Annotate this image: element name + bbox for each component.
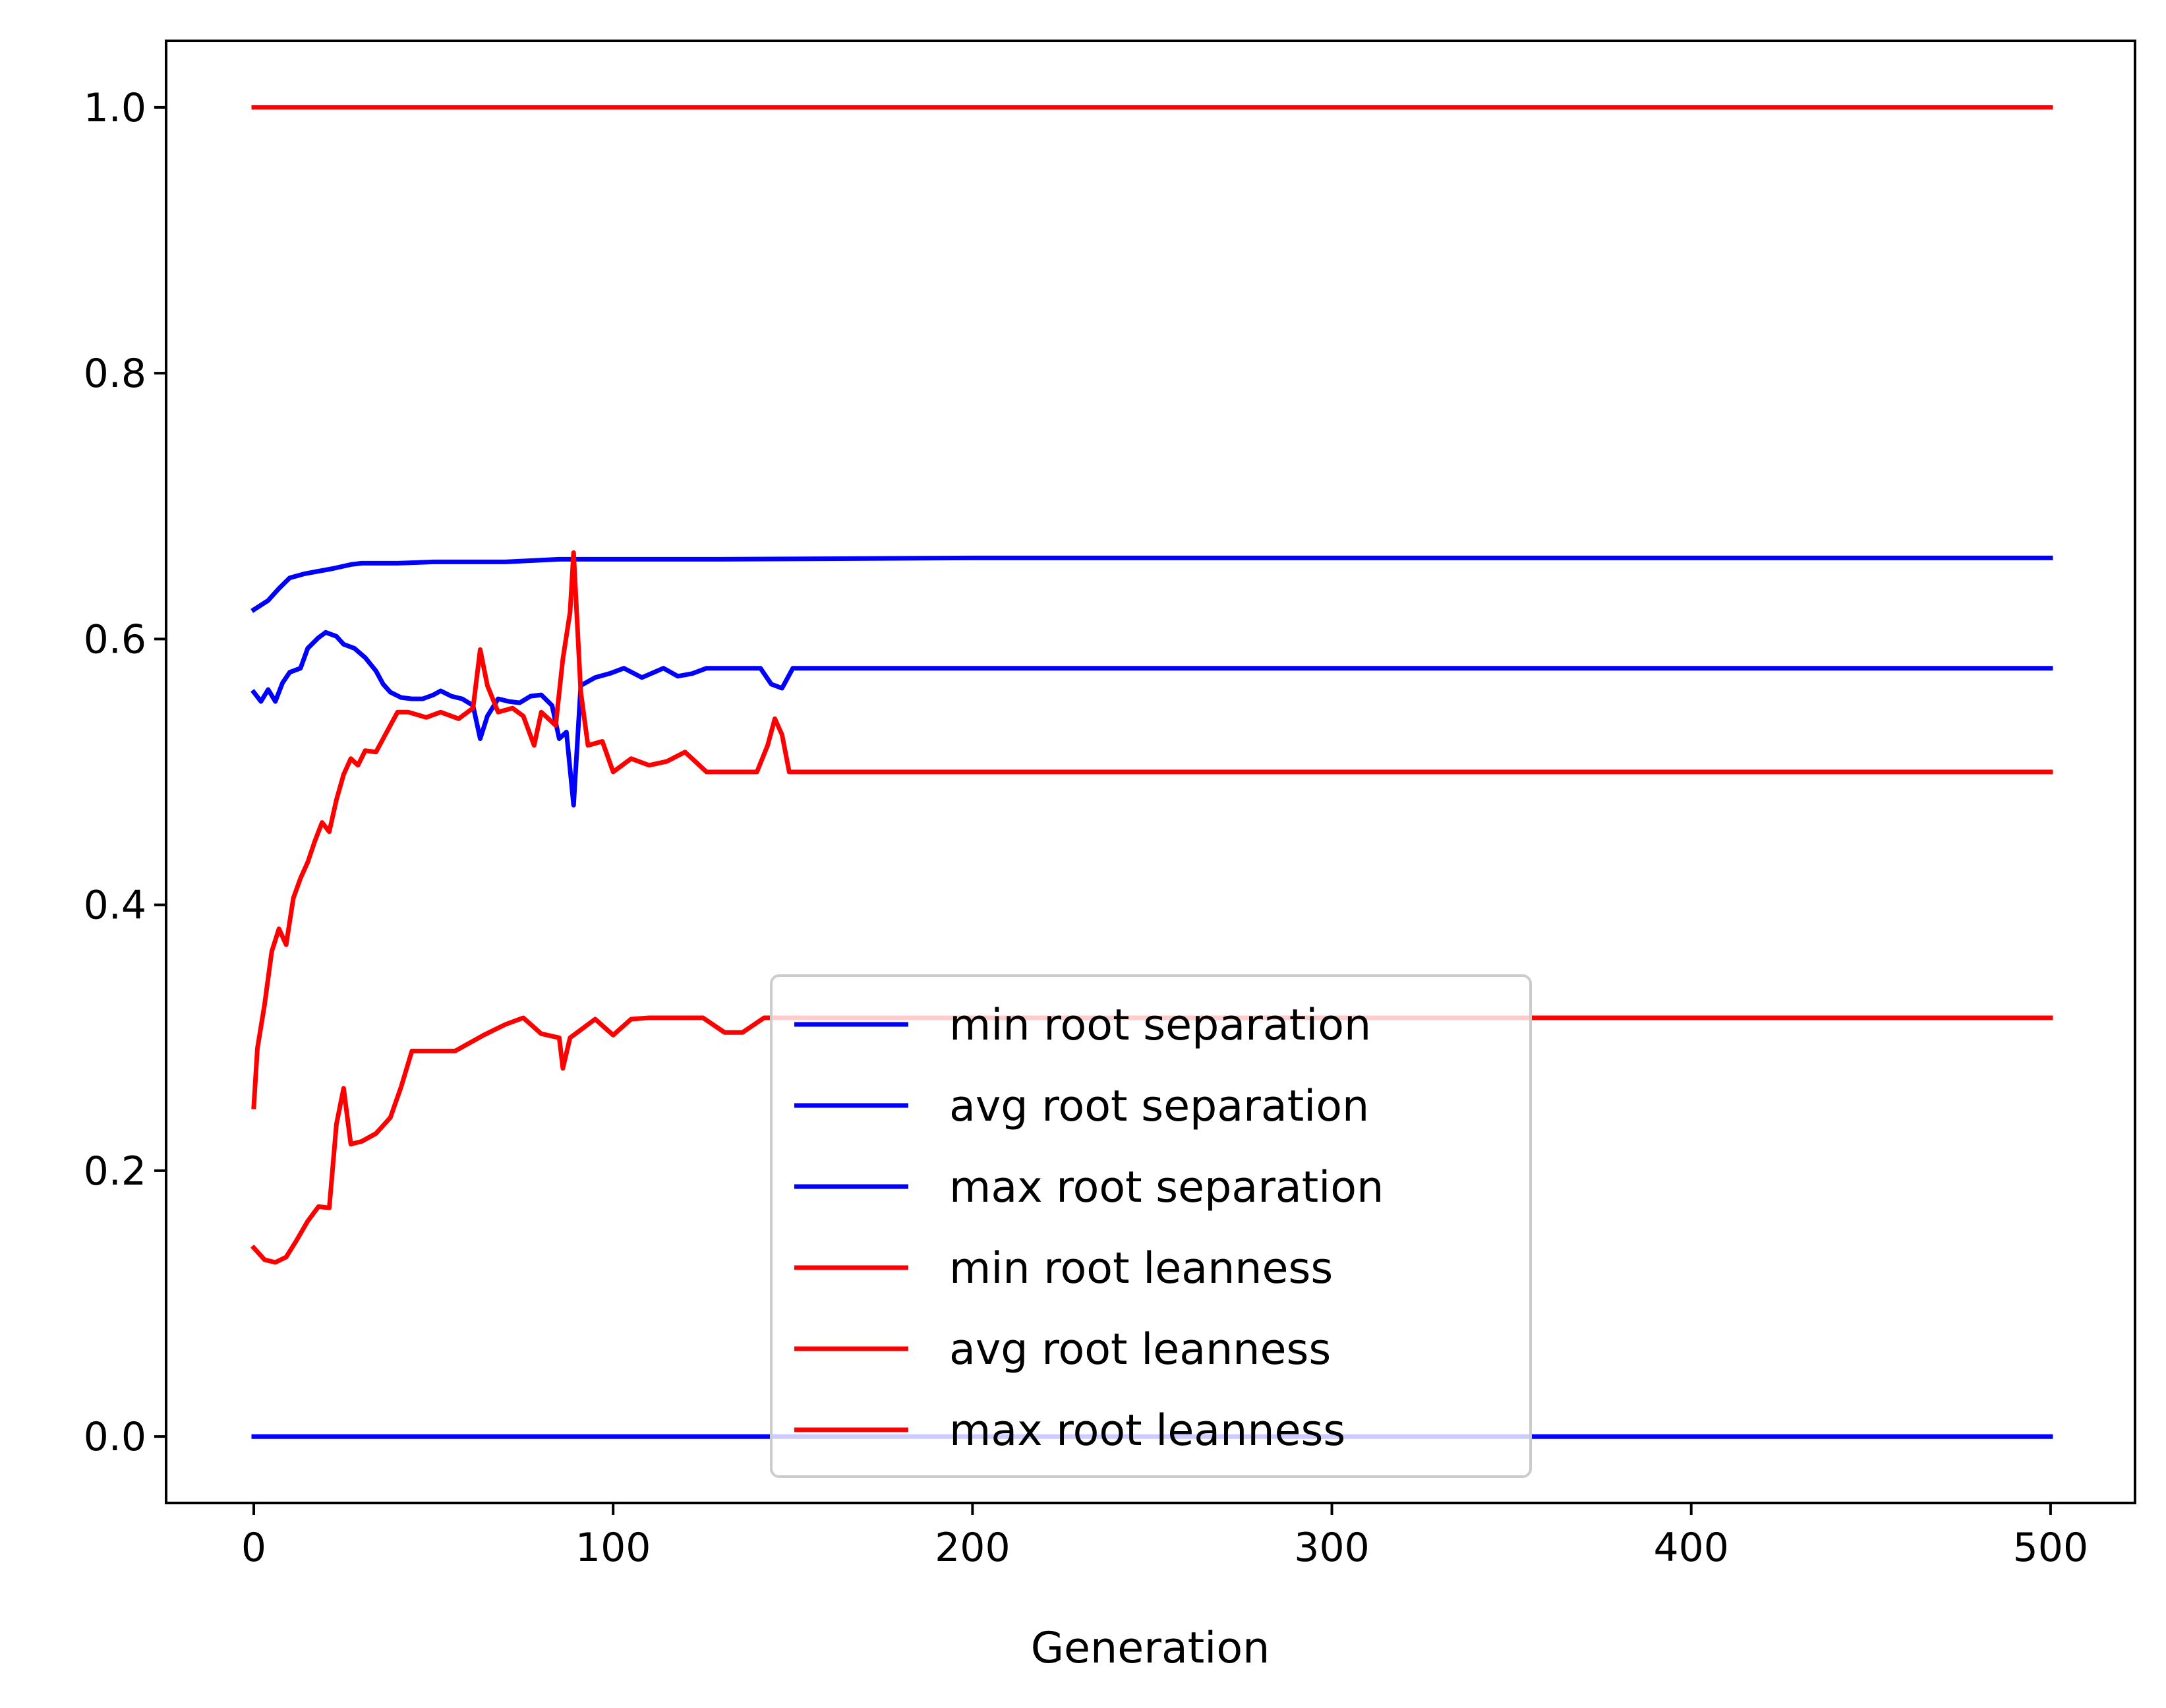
legend-label: min root leanness	[949, 1244, 1333, 1293]
x-tick-label: 200	[935, 1525, 1010, 1571]
y-tick-label: 0.2	[84, 1148, 146, 1194]
legend-label: max root separation	[949, 1163, 1384, 1212]
legend-label: avg root separation	[949, 1082, 1369, 1131]
x-tick-label: 400	[1653, 1525, 1729, 1571]
legend-label: max root leanness	[949, 1406, 1345, 1456]
y-axis: 0.0 0.2 0.4 0.6 0.8 1.0	[84, 85, 166, 1460]
x-tick-label: 500	[2013, 1525, 2089, 1571]
y-tick-label: 0.6	[84, 616, 146, 663]
x-tick-label: 100	[575, 1525, 651, 1571]
x-tick-label: 0	[241, 1525, 266, 1571]
series-line-max-root-separation	[250, 555, 2053, 613]
legend: min root separation avg root separation ma…	[770, 974, 1532, 1478]
x-axis: 0 100 200 300 400 500	[241, 1503, 2088, 1571]
legend-box	[770, 974, 1532, 1478]
plot-frame	[165, 40, 2136, 1504]
x-tick-label: 300	[1294, 1525, 1370, 1571]
legend-label: avg root leanness	[949, 1325, 1331, 1374]
legend-label: min root separation	[949, 1001, 1371, 1050]
series-line-min-root-leanness	[250, 1015, 2053, 1265]
x-axis-label: Generation	[1031, 1624, 1270, 1673]
series-line-avg-root-separation	[250, 630, 2053, 808]
y-tick-label: 0.4	[84, 883, 146, 929]
y-tick-label: 1.0	[84, 85, 146, 131]
series-line-avg-root-leanness	[251, 550, 2053, 1109]
plot-lines	[250, 105, 2053, 1439]
y-tick-label: 0.8	[84, 351, 146, 397]
y-tick-label: 0.0	[84, 1414, 146, 1460]
